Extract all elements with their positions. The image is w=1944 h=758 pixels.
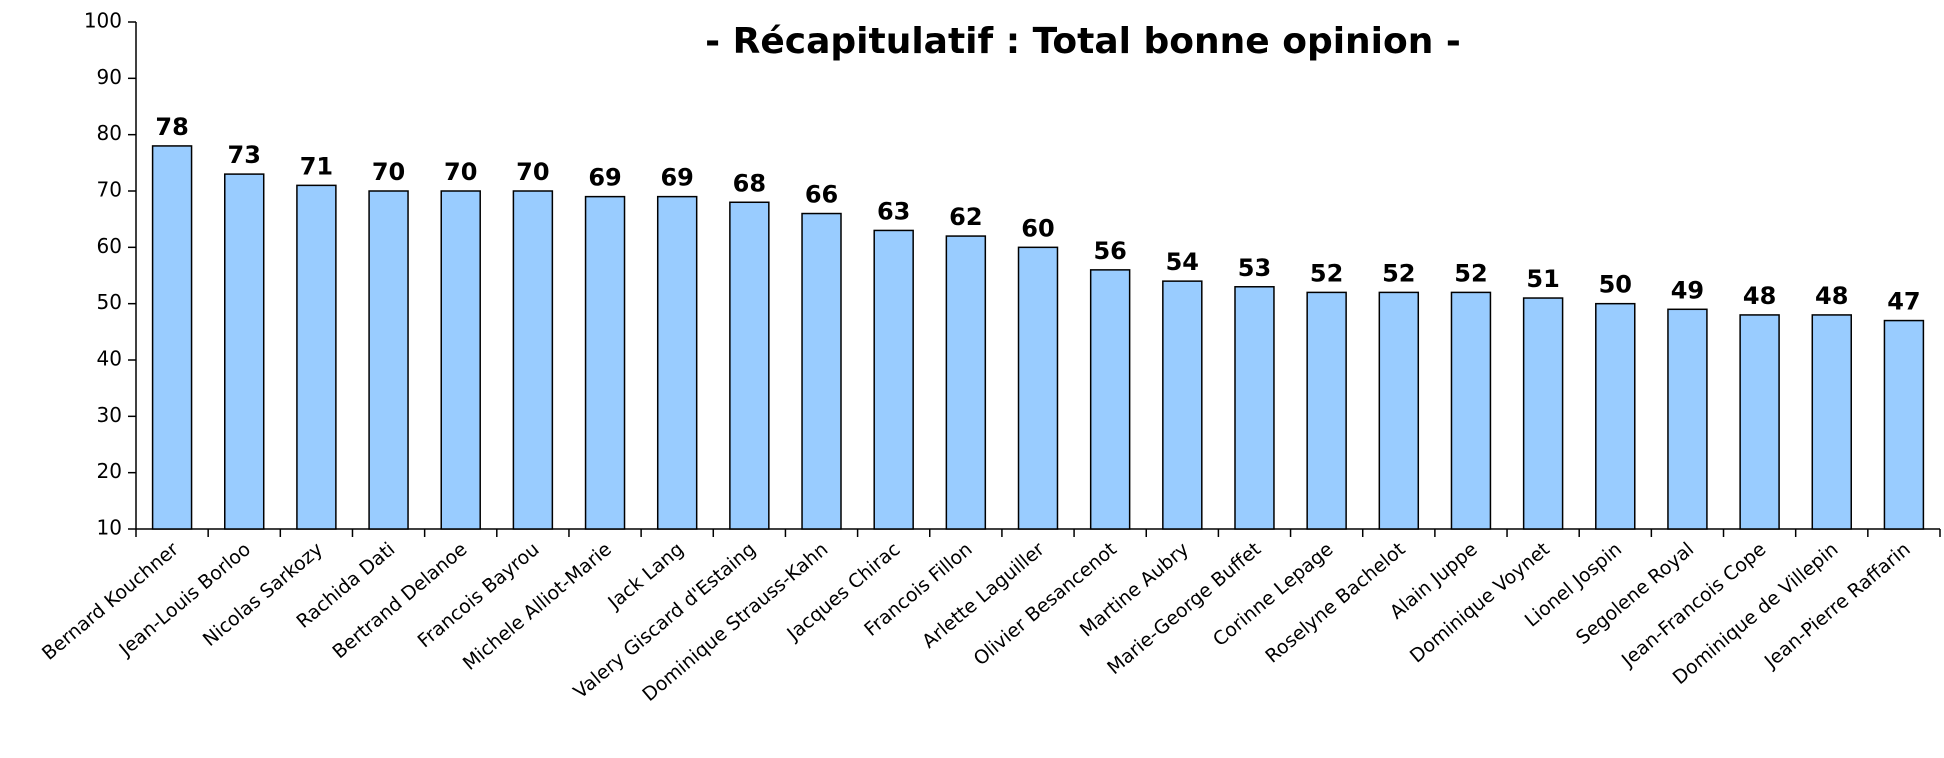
y-tick-label: 60 — [97, 234, 122, 258]
x-tick-label: Francois Bayrou — [414, 538, 544, 652]
bar — [1811, 314, 1852, 530]
value-label: 73 — [228, 141, 261, 169]
bar — [1739, 314, 1780, 530]
bar — [151, 145, 193, 530]
bar — [801, 212, 842, 530]
y-tick-label: 70 — [97, 178, 122, 202]
value-label: 52 — [1382, 259, 1415, 287]
x-tick-label: Corinne Lepage — [1209, 538, 1337, 651]
value-label: 70 — [444, 158, 477, 186]
bar — [1522, 297, 1564, 530]
y-tick-label: 50 — [97, 290, 122, 314]
value-label: 50 — [1599, 271, 1632, 299]
value-label: 69 — [588, 164, 621, 192]
value-label: 62 — [949, 203, 982, 231]
y-tick-label: 10 — [97, 516, 122, 540]
bar — [1595, 302, 1636, 530]
x-tick-label: Roselyne Bachelot — [1261, 538, 1409, 667]
bar — [873, 229, 914, 530]
value-label: 48 — [1815, 282, 1848, 310]
y-tick-label: 100 — [84, 9, 122, 33]
value-label: 54 — [1166, 248, 1199, 276]
bar — [512, 190, 554, 530]
value-label: 71 — [300, 152, 333, 180]
value-label: 70 — [516, 158, 549, 186]
x-tick-label: Arlette Laguiller — [918, 538, 1049, 653]
y-tick-label: 30 — [97, 403, 122, 427]
y-tick-label: 40 — [97, 347, 122, 371]
value-label: 78 — [155, 113, 188, 141]
bar — [1089, 269, 1131, 530]
bar — [296, 184, 337, 530]
bar — [584, 195, 626, 530]
value-label: 52 — [1454, 259, 1487, 287]
chart-title: - Récapitulatif : Total bonne opinion - — [705, 21, 1461, 62]
bar — [1306, 291, 1347, 530]
value-label: 66 — [805, 181, 838, 209]
x-tick-label: Dominique Voynet — [1406, 538, 1554, 667]
bar — [440, 190, 481, 530]
bar — [1378, 291, 1420, 530]
x-tick-label: Nicolas Sarkozy — [199, 538, 327, 651]
value-label: 47 — [1887, 288, 1920, 316]
bar — [1234, 286, 1275, 530]
x-tick-label: Jean-Louis Borloo — [114, 538, 255, 661]
x-tick-label: Bertrand Delanoe — [328, 538, 471, 663]
value-label: 68 — [733, 169, 766, 197]
y-tick-label: 80 — [97, 121, 122, 145]
value-label: 69 — [660, 164, 693, 192]
bar — [368, 190, 409, 530]
value-label: 52 — [1310, 259, 1343, 287]
bar — [656, 195, 698, 530]
bar — [1017, 246, 1059, 530]
bar — [1450, 291, 1492, 530]
bar — [1162, 280, 1203, 530]
value-label: 70 — [372, 158, 405, 186]
value-label: 53 — [1238, 254, 1271, 282]
bar — [945, 235, 987, 530]
bar — [224, 173, 265, 530]
value-label: 60 — [1021, 214, 1054, 242]
value-label: 63 — [877, 197, 910, 225]
value-label: 48 — [1743, 282, 1776, 310]
bar — [1883, 319, 1925, 530]
x-tick-label: Bernard Kouchner — [38, 538, 183, 665]
bar — [729, 201, 770, 530]
bar — [1667, 308, 1708, 530]
value-label: 56 — [1093, 237, 1126, 265]
y-tick-label: 20 — [97, 459, 122, 483]
y-tick-label: 90 — [97, 65, 122, 89]
value-label: 49 — [1671, 276, 1704, 304]
value-label: 51 — [1526, 265, 1559, 293]
